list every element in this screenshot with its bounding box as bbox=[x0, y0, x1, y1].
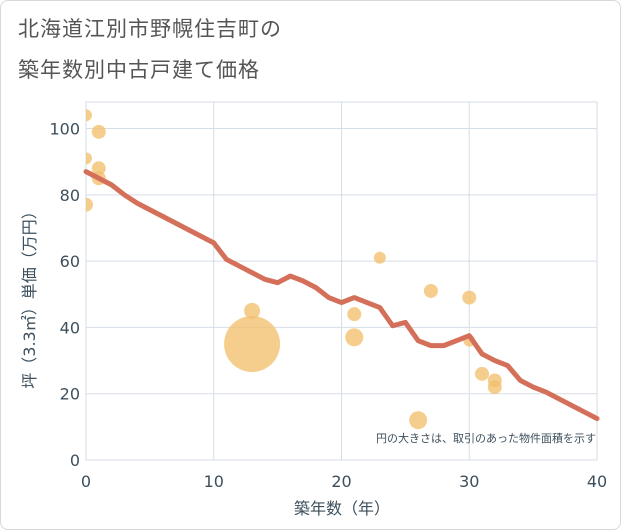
bubble-layer bbox=[86, 109, 502, 430]
data-bubble bbox=[409, 411, 428, 430]
x-tick-label: 0 bbox=[81, 472, 91, 491]
y-axis-label: 坪（3.3㎡）単価（万円） bbox=[20, 203, 39, 388]
data-bubble bbox=[423, 283, 438, 298]
x-tick-label: 30 bbox=[459, 472, 479, 491]
data-bubble bbox=[487, 380, 502, 395]
data-bubble bbox=[347, 307, 362, 322]
size-note: 円の大きさは、取引のあった物件面積を示す bbox=[376, 431, 596, 445]
chart-title-line-2: 築年数別中古戸建て価格 bbox=[18, 58, 260, 82]
data-bubble bbox=[345, 328, 364, 347]
data-bubble bbox=[462, 290, 477, 305]
data-bubble bbox=[475, 366, 490, 381]
data-bubble bbox=[86, 109, 92, 122]
x-tick-label: 20 bbox=[331, 472, 351, 491]
x-tick-label: 40 bbox=[587, 472, 607, 491]
trend-line bbox=[83, 169, 600, 422]
y-tick-label: 80 bbox=[60, 186, 80, 205]
y-tick-label: 60 bbox=[60, 252, 80, 271]
y-tick-label: 0 bbox=[70, 451, 80, 470]
y-tick-label: 20 bbox=[60, 385, 80, 404]
data-bubble bbox=[244, 302, 261, 319]
data-bubble bbox=[86, 197, 93, 212]
data-bubble bbox=[91, 124, 106, 139]
y-tick-label: 40 bbox=[60, 318, 80, 337]
chart-title-line-1: 北海道江別市野幌住吉町の bbox=[18, 17, 282, 41]
x-axis-label: 築年数（年） bbox=[294, 499, 390, 518]
tick-label-layer: 0 10 20 30 40 0 20 40 60 80 100 bbox=[49, 120, 607, 491]
data-bubble bbox=[224, 315, 281, 372]
data-bubble bbox=[86, 152, 92, 165]
trend-line-layer bbox=[83, 169, 600, 422]
x-tick-label: 10 bbox=[204, 472, 224, 491]
y-tick-label: 100 bbox=[49, 120, 80, 139]
data-bubble bbox=[91, 161, 106, 176]
gridlines bbox=[85, 101, 598, 461]
data-bubble bbox=[373, 251, 386, 264]
